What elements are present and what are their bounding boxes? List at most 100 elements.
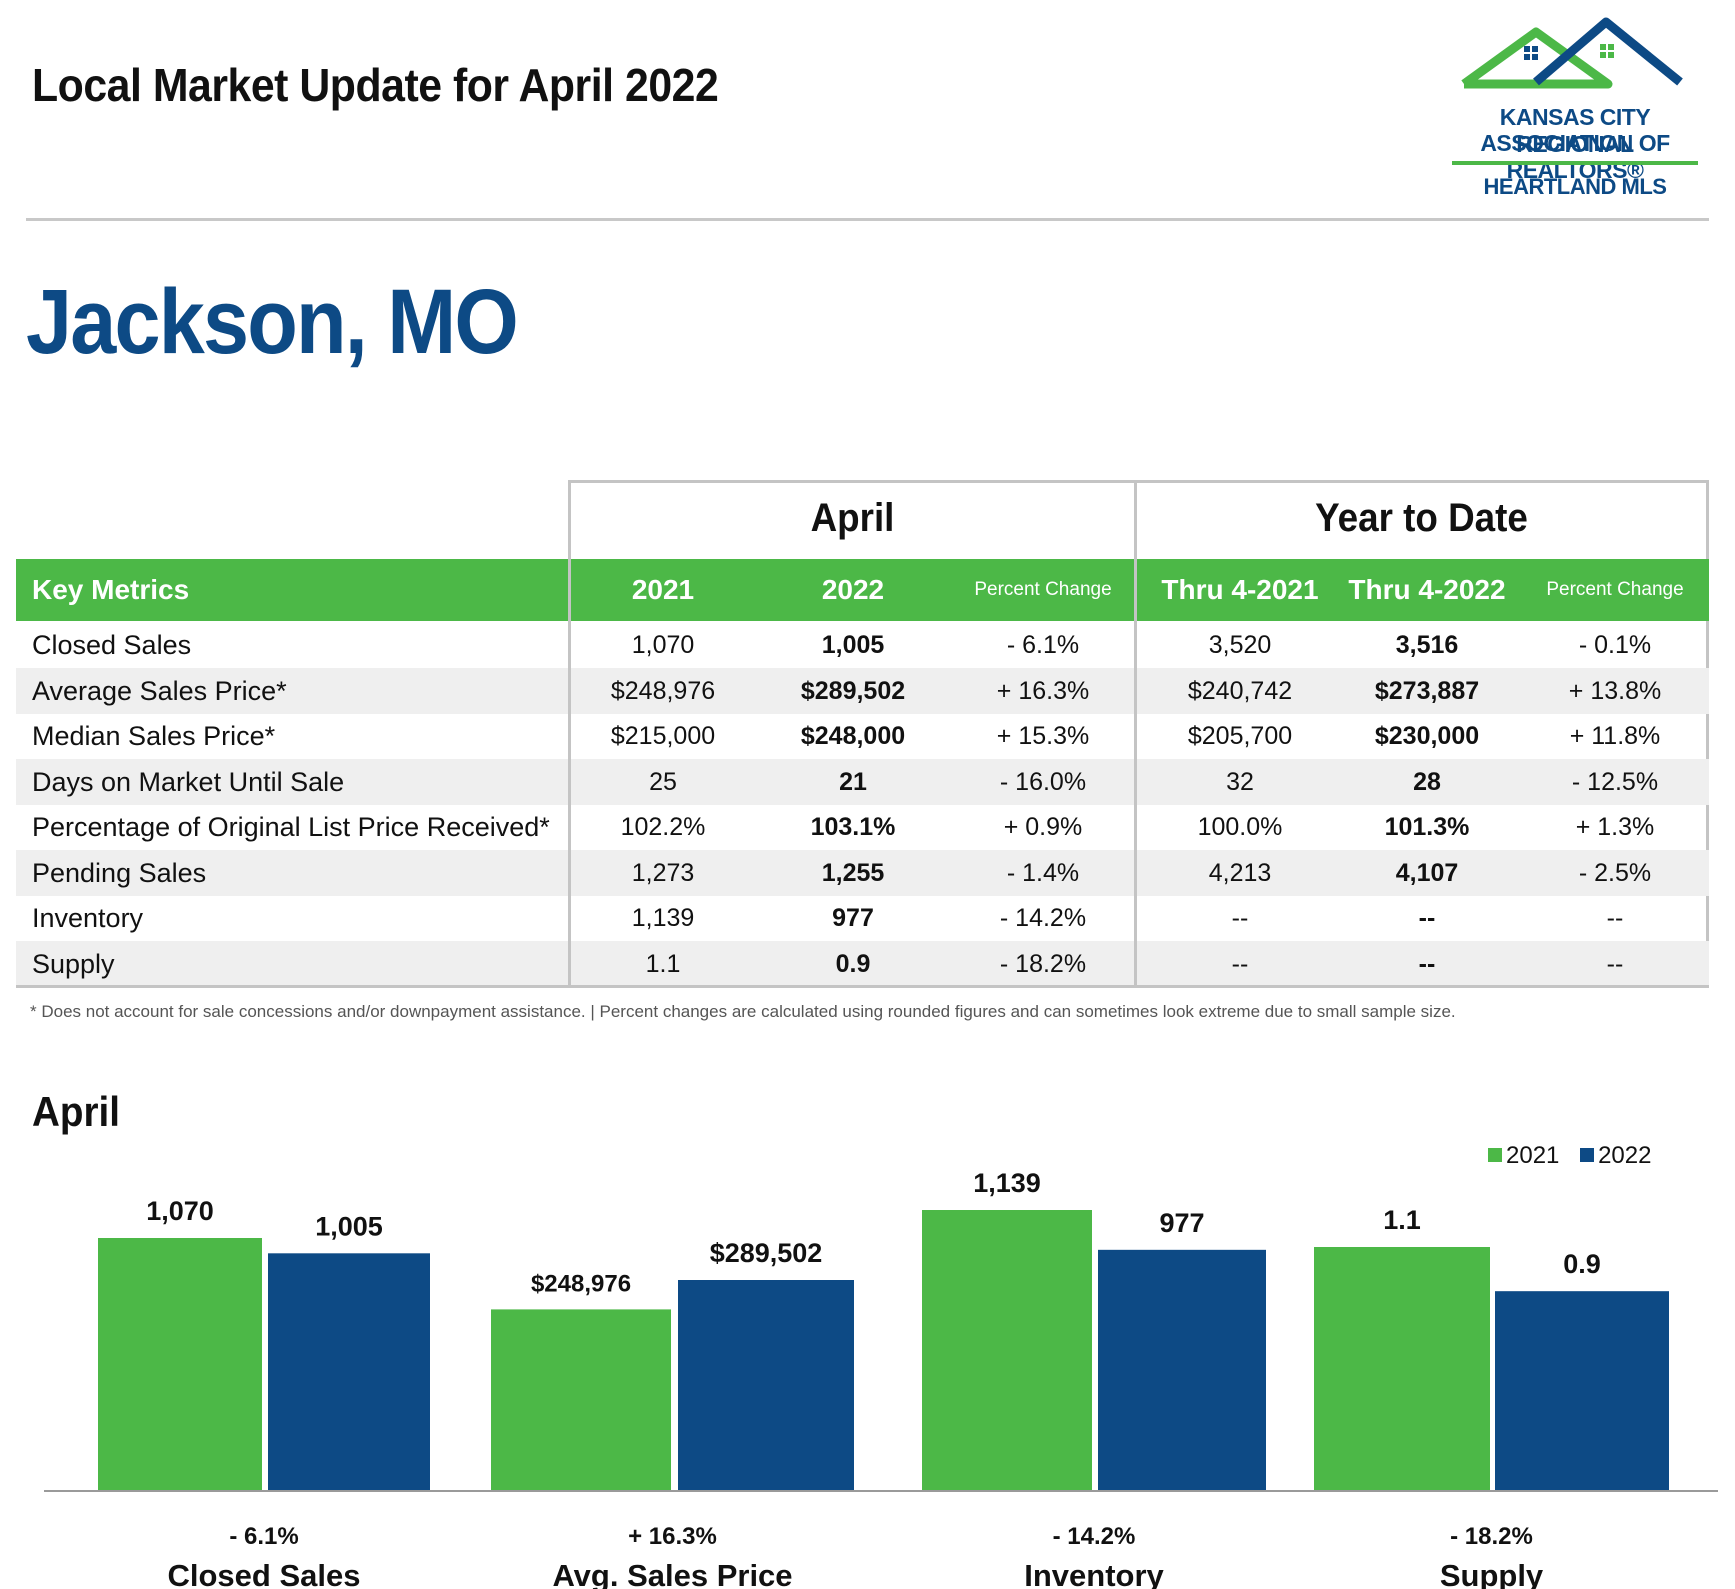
ytd-2022-value: $273,887 <box>1374 676 1480 705</box>
category-change-label: - 18.2% <box>1450 1523 1533 1550</box>
ytd-2022-value: 3,516 <box>1395 631 1459 659</box>
bar-value-label: $248,976 <box>531 1270 631 1297</box>
april-percent-change: + 0.9% <box>1003 813 1083 841</box>
april-percent-change: - 1.4% <box>1006 858 1080 887</box>
april-2021-value: 1.1 <box>645 949 681 978</box>
report-title: Local Market Update for April 2022 <box>32 59 719 111</box>
chart-legend: 2021 2022 <box>1488 1142 1665 1170</box>
table-row: Supply 1.1 0.9 - 18.2% -- -- -- <box>16 940 1709 987</box>
table-row: Inventory 1,139 977 - 14.2% -- -- -- <box>16 895 1709 941</box>
april-2022-value: 21 <box>839 767 867 796</box>
table-bottom-rule <box>16 985 1709 988</box>
group-label-april: April <box>810 496 895 540</box>
header-divider <box>26 218 1709 221</box>
category-change-label: + 16.3% <box>628 1523 717 1550</box>
category-label: Supply <box>1440 1558 1544 1589</box>
april-percent-change: + 15.3% <box>996 722 1090 750</box>
legend-swatch-2022 <box>1580 1148 1595 1162</box>
ytd-2021-value: 32 <box>1226 767 1254 796</box>
metric-label: Median Sales Price* <box>32 721 276 751</box>
legend-label-2021: 2021 <box>1506 1142 1560 1169</box>
bar-value-label: 1,139 <box>973 1168 1041 1198</box>
ytd-percent-change: -- <box>1606 949 1624 978</box>
metric-label: Average Sales Price* <box>32 675 287 706</box>
ytd-2021-value: -- <box>1231 904 1249 932</box>
ytd-2022-value: 101.3% <box>1384 813 1470 841</box>
bar-1-0 <box>491 1309 671 1490</box>
ytd-2021-value: $240,742 <box>1187 676 1293 705</box>
ytd-percent-change: - 0.1% <box>1578 631 1652 659</box>
bar-value-label: 1,005 <box>315 1211 383 1241</box>
logo: KANSAS CITY REGIONAL ASSOCIATION OF REAL… <box>1440 16 1710 206</box>
ytd-percent-change: + 13.8% <box>1568 676 1662 705</box>
april-2021-value: $215,000 <box>610 722 716 750</box>
bar-value-label: 1,070 <box>146 1196 214 1226</box>
metric-label: Inventory <box>32 903 144 933</box>
april-2022-value: 1,005 <box>821 631 885 659</box>
metric-label: Percentage of Original List Price Receiv… <box>32 812 550 842</box>
ytd-percent-change: + 11.8% <box>1569 722 1661 750</box>
table-divider-april <box>568 559 571 988</box>
logo-line-3: HEARTLAND MLS <box>1483 174 1667 199</box>
logo-divider <box>1452 161 1698 165</box>
col-header-metric: Key Metrics <box>32 574 190 605</box>
ytd-2021-value: 3,520 <box>1208 631 1272 659</box>
ytd-2022-value: -- <box>1418 949 1436 978</box>
place-title: Jackson, MO <box>26 271 519 373</box>
metric-label: Supply <box>32 948 115 979</box>
table-header-bar <box>16 559 1709 621</box>
bar-0-0 <box>98 1238 262 1490</box>
april-2022-value: $248,000 <box>800 722 906 750</box>
category-change-label: - 14.2% <box>1053 1523 1136 1550</box>
april-percent-change: + 16.3% <box>996 676 1090 705</box>
table-row: Days on Market Until Sale 25 21 - 16.0% 32 28… <box>16 758 1709 805</box>
col-header-pct-april: Percent Change <box>974 579 1112 600</box>
logo-line-1: KANSAS CITY REGIONAL <box>1499 104 1651 157</box>
ytd-percent-change: -- <box>1606 904 1624 932</box>
col-header-pct-ytd: Percent Change <box>1546 579 1684 600</box>
house-logo-icon <box>1461 17 1683 89</box>
april-percent-change: - 16.0% <box>999 767 1087 796</box>
april-percent-change: - 18.2% <box>999 949 1087 978</box>
april-2022-value: 977 <box>832 904 874 932</box>
april-2021-value: $248,976 <box>610 676 716 705</box>
bar-2-0 <box>922 1210 1092 1490</box>
ytd-2022-value: 28 <box>1413 767 1441 796</box>
bar-1-1 <box>678 1280 854 1490</box>
bar-value-label: 977 <box>1159 1208 1204 1238</box>
category-label: Avg. Sales Price <box>552 1558 792 1589</box>
col-header-2021: 2021 <box>631 574 695 605</box>
ytd-percent-change: - 2.5% <box>1578 858 1652 887</box>
bar-3-0 <box>1314 1247 1490 1490</box>
bar-value-label: 0.9 <box>1563 1249 1601 1279</box>
bar-value-label: $289,502 <box>710 1238 823 1268</box>
april-2021-value: 1,273 <box>631 858 695 887</box>
col-header-2022: 2022 <box>821 574 885 605</box>
bar-2-1 <box>1098 1249 1266 1490</box>
group-label-ytd: Year to Date <box>1315 496 1528 540</box>
metric-label: Pending Sales <box>32 857 207 888</box>
category-label: Closed Sales <box>168 1558 361 1589</box>
metric-label: Days on Market Until Sale <box>32 766 345 797</box>
april-2021-value: 25 <box>649 767 677 796</box>
april-percent-change: - 14.2% <box>999 904 1087 932</box>
footnote: * Does not account for sale concessions … <box>30 1002 1456 1021</box>
ytd-2021-value: $205,700 <box>1187 722 1293 750</box>
april-2022-value: 103.1% <box>810 813 896 841</box>
legend-item-2021: 2021 <box>1488 1142 1559 1170</box>
chart-title: April <box>32 1088 121 1135</box>
table-divider-ytd <box>1134 559 1137 988</box>
april-2022-value: 1,255 <box>821 858 885 887</box>
table-row: Percentage of Original List Price Receiv… <box>16 804 1709 850</box>
table-row: Closed Sales 1,070 1,005 - 6.1% 3,520 3,516 - … <box>16 622 1709 668</box>
legend-label-2022: 2022 <box>1598 1142 1652 1169</box>
ytd-2022-value: 4,107 <box>1395 858 1459 887</box>
col-header-thru-2022: Thru 4-2022 <box>1348 574 1506 605</box>
ytd-2021-value: 4,213 <box>1208 858 1272 887</box>
april-2022-value: $289,502 <box>800 676 906 705</box>
ytd-percent-change: - 12.5% <box>1571 767 1659 796</box>
bar-3-1 <box>1495 1291 1669 1490</box>
bar-value-label: 1.1 <box>1383 1205 1421 1235</box>
ytd-percent-change: + 1.3% <box>1575 813 1655 841</box>
metric-label: Closed Sales <box>32 630 192 660</box>
